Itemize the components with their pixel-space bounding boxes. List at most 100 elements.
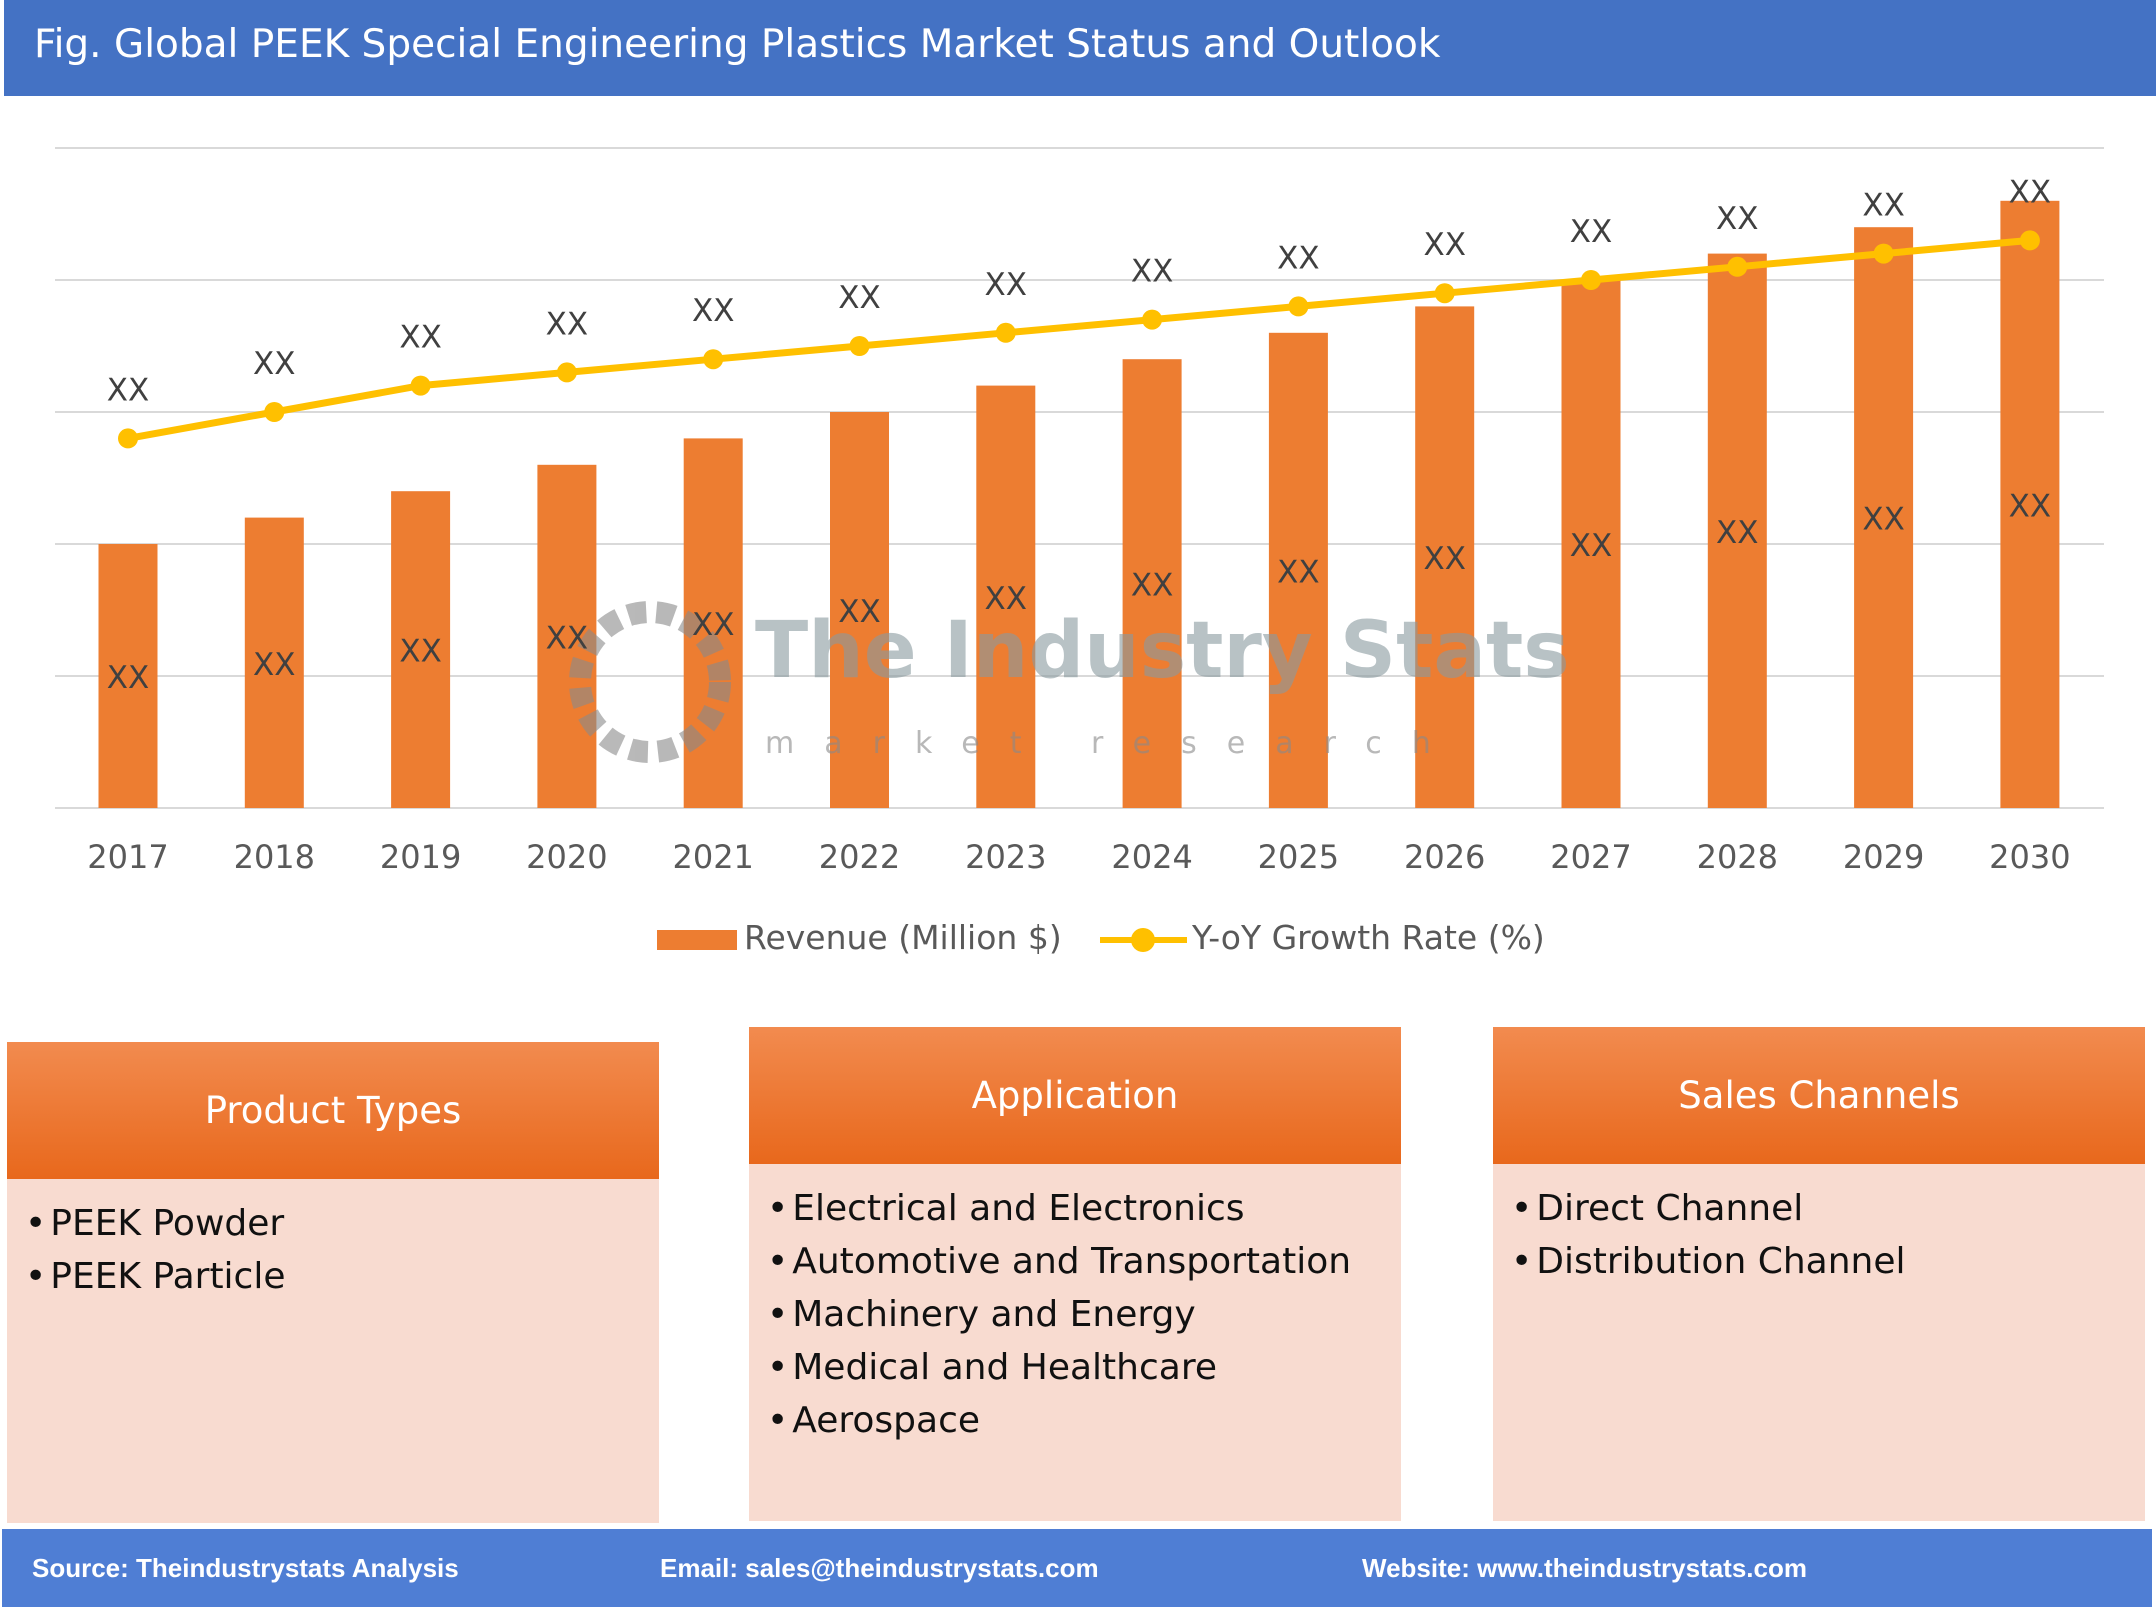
x-tick-label: 2028: [1697, 838, 1778, 876]
x-tick-label: 2025: [1258, 838, 1339, 876]
growth-data-label: XX: [253, 346, 295, 382]
growth-line: [127, 236, 2031, 442]
list-item: Direct Channel: [1511, 1182, 2145, 1235]
growth-point: [703, 349, 724, 370]
growth-point: [1142, 309, 1163, 330]
growth-data-label: XX: [985, 267, 1027, 303]
gridlines: [55, 147, 2104, 809]
growth-data-label: XX: [1716, 201, 1758, 237]
revenue-data-label: XX: [1131, 568, 1173, 604]
page-title: Fig. Global PEEK Special Engineering Pla…: [34, 22, 1441, 67]
watermark-name: The Industry Stats: [755, 606, 1570, 696]
growth-data-label: XX: [1862, 188, 1904, 224]
growth-point: [556, 362, 577, 383]
panel-title: Product Types: [7, 1042, 659, 1179]
legend-growth-label: Y-oY Growth Rate (%): [1192, 918, 1545, 957]
x-tick-label: 2019: [380, 838, 461, 876]
x-tick-label: 2026: [1404, 838, 1485, 876]
growth-data-label: XX: [1423, 227, 1465, 263]
revenue-bar: [391, 491, 451, 808]
growth-point: [118, 428, 138, 449]
growth-point: [1727, 256, 1748, 277]
panel-sales-channels: Sales Channels Direct Channel Distributi…: [1493, 1027, 2145, 1521]
list-item: Automotive and Transportation: [767, 1235, 1401, 1288]
growth-point: [1434, 283, 1455, 304]
watermark: The Industry Stats market research: [569, 601, 1570, 763]
x-tick-label: 2029: [1843, 838, 1924, 876]
growth-point: [264, 402, 285, 422]
x-tick-label: 2030: [1989, 838, 2070, 876]
revenue-data-label: XX: [107, 660, 149, 696]
list-item: PEEK Powder: [25, 1197, 659, 1250]
revenue-bar: [2000, 200, 2060, 809]
watermark-gear-icon: [569, 601, 731, 763]
revenue-data-label: XX: [1423, 541, 1465, 577]
revenue-bar: [244, 517, 304, 808]
list-item: Aerospace: [767, 1394, 1401, 1447]
growth-point: [410, 375, 431, 396]
revenue-data-label: XX: [1716, 515, 1758, 551]
growth-data-label: XX: [2009, 174, 2051, 210]
legend-growth-marker: [1131, 928, 1155, 952]
x-tick-label: 2024: [1111, 838, 1192, 876]
growth-data-label: XX: [1570, 214, 1612, 250]
growth-point: [995, 322, 1016, 343]
revenue-data-label: XX: [838, 594, 880, 630]
x-tick-label: 2027: [1550, 838, 1631, 876]
growth-point: [849, 336, 870, 356]
revenue-data-label: XX: [2009, 488, 2051, 524]
revenue-data-label: XX: [399, 634, 441, 670]
growth-data-label: XX: [107, 372, 149, 408]
revenue-data-label: XX: [546, 620, 588, 656]
list-item: PEEK Particle: [25, 1250, 659, 1303]
revenue-bar: [1707, 253, 1767, 809]
title-bar: Fig. Global PEEK Special Engineering Pla…: [4, 0, 2156, 96]
revenue-bar: [1561, 280, 1621, 808]
x-tick-label: 2022: [819, 838, 900, 876]
growth-data-label: XX: [838, 280, 880, 316]
panel-title: Sales Channels: [1493, 1027, 2145, 1164]
panel-product-types: Product Types PEEK Powder PEEK Particle: [7, 1042, 659, 1523]
revenue-bar: [830, 412, 889, 808]
revenue-bar: [98, 544, 158, 808]
revenue-bar: [1415, 306, 1475, 808]
growth-point: [1873, 243, 1894, 264]
growth-data-label: XX: [1277, 240, 1319, 276]
revenue-bar: [1122, 359, 1182, 808]
revenue-bar: [976, 385, 1036, 808]
growth-point: [2019, 230, 2040, 251]
revenue-data-label: XX: [253, 647, 295, 683]
panel-title: Application: [749, 1027, 1401, 1164]
panel-application: Application Electrical and Electronics A…: [749, 1027, 1401, 1521]
chart: The Industry Stats market research XX XX X…: [55, 147, 2104, 876]
legend: Revenue (Million $) Y-oY Growth Rate (%): [0, 918, 2156, 962]
revenue-data-label: XX: [692, 607, 734, 643]
growth-data-label: XX: [692, 293, 734, 329]
growth-point: [1581, 270, 1601, 290]
list-item: Machinery and Energy: [767, 1288, 1401, 1341]
footer-website[interactable]: Website: www.theindustrystats.com: [1362, 1553, 1807, 1583]
growth-data-label: XX: [399, 320, 441, 356]
revenue-bar: [1268, 332, 1328, 808]
x-tick-label: 2020: [526, 838, 607, 876]
x-tick-label: 2017: [87, 838, 168, 876]
revenue-data-label: XX: [1862, 502, 1904, 538]
list-item: Electrical and Electronics: [767, 1182, 1401, 1235]
growth-point: [1288, 296, 1309, 317]
footer-source: Source: Theindustrystats Analysis: [32, 1553, 459, 1583]
legend-revenue-label: Revenue (Million $): [744, 918, 1062, 957]
revenue-data-label: XX: [1570, 528, 1612, 564]
watermark-tagline: market research: [765, 726, 1461, 761]
x-tick-label: 2021: [672, 838, 753, 876]
revenue-data-label: XX: [1277, 554, 1319, 590]
revenue-bar: [1854, 227, 1914, 808]
x-tick-label: 2018: [234, 838, 315, 876]
list-item: Medical and Healthcare: [767, 1341, 1401, 1394]
footer: Source: Theindustrystats Analysis Email:…: [2, 1529, 2152, 1607]
footer-email[interactable]: Email: sales@theindustrystats.com: [660, 1553, 1099, 1583]
legend-revenue-swatch: [657, 930, 737, 950]
growth-data-label: XX: [1131, 254, 1173, 290]
growth-data-label: XX: [546, 306, 588, 342]
x-tick-label: 2023: [965, 838, 1046, 876]
revenue-data-label: XX: [985, 581, 1027, 617]
